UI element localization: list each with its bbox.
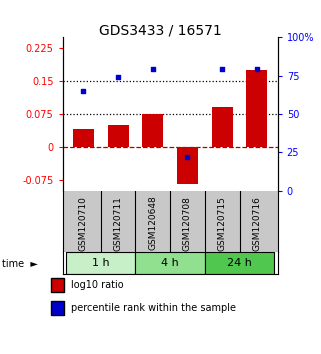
Bar (108, 125, 128, 147)
Point (185, 154, 190, 160)
Point (220, 67, 225, 72)
Text: 24 h: 24 h (227, 258, 252, 268)
Bar (143, 114, 163, 147)
Bar (177, 147, 198, 184)
Bar (205, 252, 274, 274)
Text: 4 h: 4 h (161, 258, 179, 268)
Text: GSM120716: GSM120716 (252, 196, 261, 251)
Point (150, 67, 155, 72)
Text: time  ►: time ► (2, 259, 38, 269)
Text: log10 ratio: log10 ratio (71, 280, 123, 290)
Text: GSM120710: GSM120710 (79, 196, 88, 251)
Text: GSM120715: GSM120715 (218, 196, 227, 251)
Text: GDS3433 / 16571: GDS3433 / 16571 (99, 23, 222, 37)
Bar (135, 252, 205, 274)
Point (81, 88, 86, 94)
Bar (66, 252, 135, 274)
Text: GSM120648: GSM120648 (148, 196, 157, 250)
Bar (212, 107, 233, 147)
Point (254, 67, 259, 72)
Text: GSM120708: GSM120708 (183, 196, 192, 251)
Text: percentile rank within the sample: percentile rank within the sample (71, 303, 236, 313)
Text: 1 h: 1 h (92, 258, 109, 268)
Text: GSM120711: GSM120711 (114, 196, 123, 251)
Bar (247, 70, 267, 147)
Bar (73, 129, 94, 147)
Point (116, 74, 121, 80)
